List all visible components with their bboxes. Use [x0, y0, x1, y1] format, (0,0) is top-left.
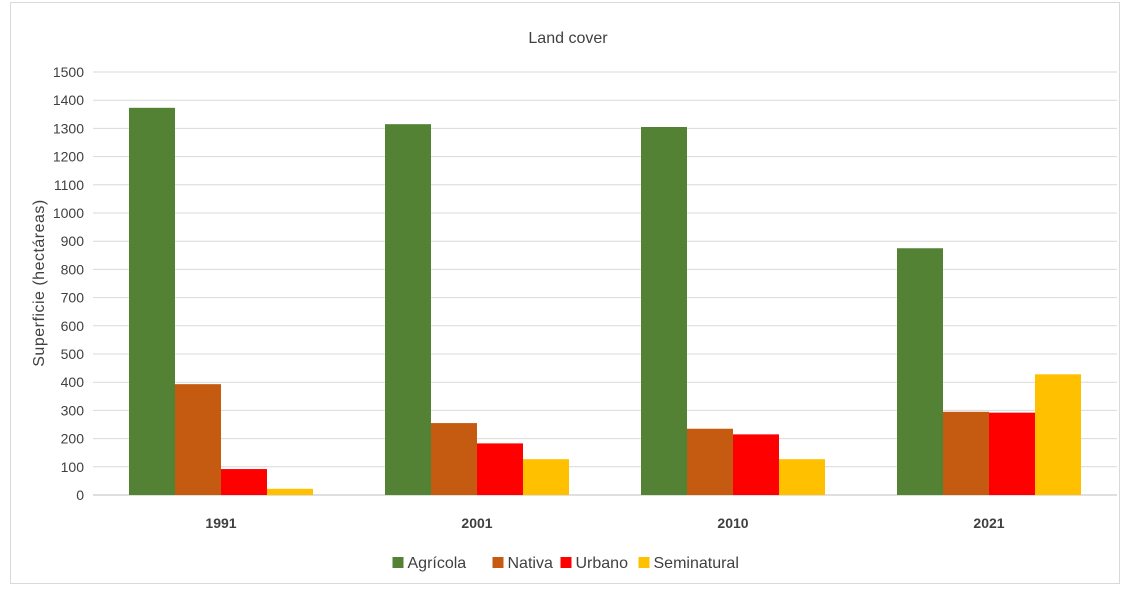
bar-nativa-1991 [175, 384, 221, 495]
bar-agrícola-2021 [897, 248, 943, 495]
bar-seminatural-2001 [523, 459, 569, 495]
bar-seminatural-2010 [779, 459, 825, 495]
chart-title: Land cover [528, 30, 608, 47]
bar-agrícola-2010 [641, 126, 687, 496]
bar-nativa-2001 [431, 423, 477, 495]
y-tick-label: 900 [61, 233, 85, 249]
bar-agrícola-2001 [385, 124, 431, 496]
y-tick-label: 700 [61, 290, 85, 306]
legend-label-urbano: Urbano [576, 555, 629, 572]
y-tick-label: 0 [76, 487, 84, 503]
bar-urbano-2001 [477, 443, 523, 495]
legend-swatch-nativa [492, 557, 504, 568]
y-tick-label: 1100 [54, 177, 84, 193]
y-tick-label: 300 [61, 402, 85, 418]
bar-seminatural-1991 [267, 488, 313, 495]
y-tick-label: 1500 [53, 64, 84, 80]
legend-label-nativa: Nativa [508, 555, 553, 572]
y-tick-label: 100 [61, 459, 85, 475]
bar-seminatural-2021 [1035, 374, 1081, 495]
legend-label-agrícola: Agrícola [408, 555, 467, 572]
bar-urbano-2021 [989, 412, 1035, 495]
y-tick-label: 1400 [53, 92, 84, 108]
y-tick-label: 1300 [53, 120, 84, 136]
y-tick-label: 400 [61, 374, 85, 390]
y-tick-label: 200 [61, 431, 85, 447]
y-tick-label: 1000 [53, 205, 84, 221]
bar-nativa-2021 [943, 411, 989, 495]
bar-agrícola-1991 [129, 107, 175, 496]
legend-swatch-urbano [560, 557, 572, 568]
x-tick-label: 1991 [205, 515, 236, 531]
y-tick-label: 1200 [53, 149, 84, 165]
x-tick-label: 2010 [717, 515, 748, 531]
legend-swatch-seminatural [638, 557, 650, 568]
x-axis-ticks: 1991 2001 2010 2021 [205, 515, 1004, 531]
y-tick-label: 800 [61, 261, 85, 277]
y-axis-label: Superficie (hectáreas) [31, 199, 48, 367]
legend-label-seminatural: Seminatural [654, 555, 739, 572]
bar-urbano-1991 [221, 469, 267, 495]
bar-nativa-2010 [687, 428, 733, 495]
x-tick-label: 2021 [973, 515, 1004, 531]
bars [129, 107, 1081, 496]
x-tick-label: 2001 [461, 515, 492, 531]
y-tick-label: 600 [61, 318, 85, 334]
legend: Agrícola Nativa Urbano Seminatural [392, 555, 739, 572]
y-axis-ticks: 0 100 200 300 400 500 600 700 800 900 1000 1100 1200… [53, 64, 84, 503]
y-tick-label: 500 [61, 346, 85, 362]
legend-swatch-agrícola [392, 557, 404, 568]
bar-urbano-2010 [733, 434, 779, 495]
